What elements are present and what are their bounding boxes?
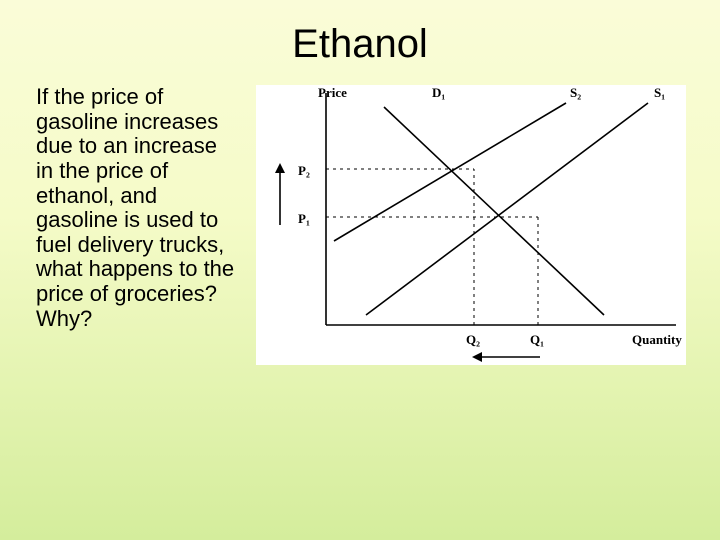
content-row: If the price of gasoline increases due t…: [0, 67, 720, 365]
q2-label: Q₂: [466, 332, 480, 348]
p1-label: P₁: [298, 211, 310, 227]
x-axis-label: Quantity: [632, 332, 682, 348]
chart-svg: [256, 85, 686, 365]
supply1-label: S₁: [654, 85, 665, 101]
p2-label: P₂: [298, 163, 310, 179]
y-axis-label: Price: [318, 85, 347, 101]
supply-demand-chart: Price Quantity D₁ S₁ S₂ P₁ P₂ Q₁ Q₂: [256, 85, 686, 365]
slide-title: Ethanol: [0, 0, 720, 67]
chart-column: Price Quantity D₁ S₁ S₂ P₁ P₂ Q₁ Q₂: [246, 85, 690, 365]
demand-label: D₁: [432, 85, 445, 101]
body-text: If the price of gasoline increases due t…: [36, 85, 246, 365]
supply2-label: S₂: [570, 85, 581, 101]
q1-label: Q₁: [530, 332, 544, 348]
